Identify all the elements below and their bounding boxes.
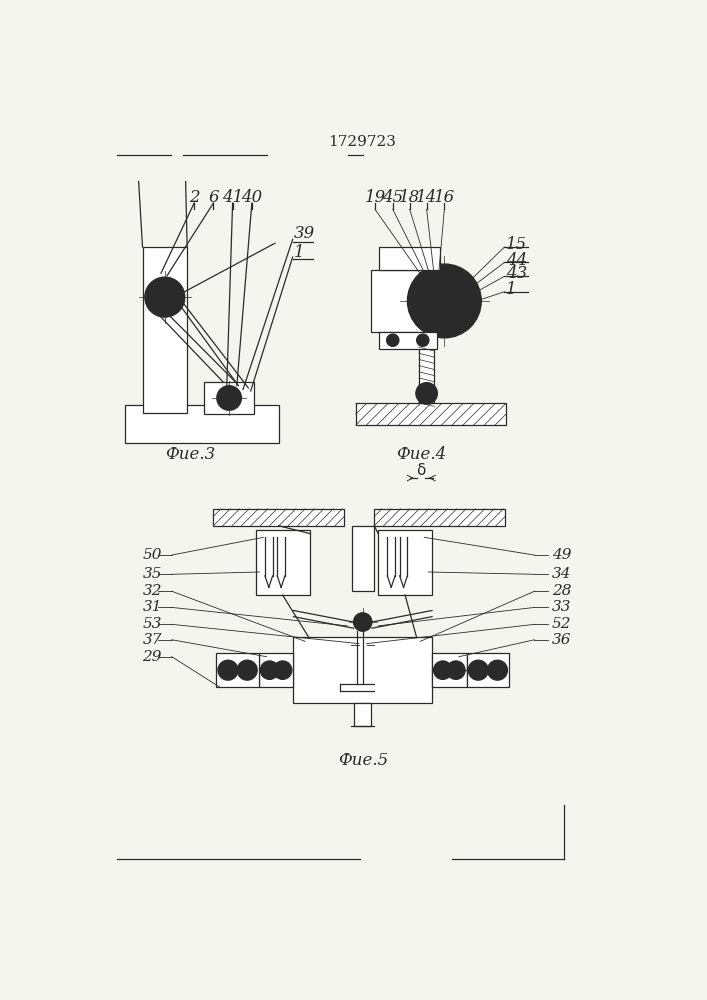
Circle shape bbox=[428, 284, 461, 318]
Text: Фие.5: Фие.5 bbox=[338, 752, 388, 769]
Circle shape bbox=[155, 287, 175, 307]
Text: 52: 52 bbox=[552, 617, 572, 631]
Bar bbox=[256, 530, 310, 595]
Text: 31: 31 bbox=[143, 600, 162, 614]
Text: 28: 28 bbox=[552, 584, 572, 598]
Text: 32: 32 bbox=[143, 584, 162, 598]
Bar bbox=[378, 530, 432, 595]
Text: 41: 41 bbox=[222, 188, 243, 206]
Circle shape bbox=[407, 264, 481, 338]
Text: 53: 53 bbox=[143, 617, 162, 631]
Bar bbox=[259, 653, 293, 687]
Text: 44: 44 bbox=[506, 252, 527, 269]
Bar bbox=[143, 247, 187, 413]
Bar bbox=[374, 509, 506, 526]
Text: 49: 49 bbox=[552, 548, 572, 562]
Text: 2: 2 bbox=[189, 188, 199, 206]
Bar bbox=[379, 332, 437, 349]
Bar bbox=[432, 653, 467, 687]
Circle shape bbox=[387, 334, 399, 346]
Bar bbox=[467, 653, 509, 687]
Bar bbox=[419, 343, 434, 403]
Circle shape bbox=[354, 613, 372, 631]
Bar bbox=[379, 247, 440, 270]
Text: 16: 16 bbox=[433, 188, 455, 206]
Text: 34: 34 bbox=[552, 567, 572, 581]
Circle shape bbox=[260, 661, 279, 679]
Bar bbox=[371, 270, 448, 332]
Bar bbox=[354, 703, 371, 726]
Bar bbox=[352, 526, 373, 591]
Text: 14: 14 bbox=[416, 188, 437, 206]
Text: 19: 19 bbox=[364, 188, 385, 206]
Circle shape bbox=[416, 383, 438, 404]
Circle shape bbox=[487, 660, 508, 680]
Text: 29: 29 bbox=[143, 650, 162, 664]
Bar bbox=[293, 637, 432, 703]
Text: 36: 36 bbox=[552, 633, 572, 647]
Text: 50: 50 bbox=[143, 548, 162, 562]
Circle shape bbox=[218, 660, 238, 680]
Text: 1729723: 1729723 bbox=[328, 135, 397, 149]
Circle shape bbox=[433, 661, 452, 679]
Text: 1: 1 bbox=[294, 244, 305, 261]
Bar bbox=[216, 653, 259, 687]
Text: 1: 1 bbox=[506, 281, 517, 298]
Circle shape bbox=[468, 660, 489, 680]
Text: 33: 33 bbox=[552, 600, 572, 614]
Circle shape bbox=[447, 661, 465, 679]
Text: 40: 40 bbox=[241, 188, 262, 206]
Text: 43: 43 bbox=[506, 265, 527, 282]
Bar bbox=[125, 405, 279, 443]
Text: δ: δ bbox=[416, 463, 426, 478]
Circle shape bbox=[238, 660, 257, 680]
Bar bbox=[204, 382, 254, 414]
Text: 6: 6 bbox=[208, 188, 218, 206]
Circle shape bbox=[225, 393, 234, 403]
Circle shape bbox=[145, 277, 185, 317]
Circle shape bbox=[274, 661, 292, 679]
Text: 15: 15 bbox=[506, 236, 527, 253]
Text: Фие.3: Фие.3 bbox=[165, 446, 216, 463]
Text: 45: 45 bbox=[382, 188, 404, 206]
Text: Фие.4: Фие.4 bbox=[396, 446, 446, 463]
Text: 35: 35 bbox=[143, 567, 162, 581]
Circle shape bbox=[217, 386, 242, 410]
Text: 39: 39 bbox=[294, 225, 315, 242]
Circle shape bbox=[416, 334, 429, 346]
Bar bbox=[356, 403, 506, 425]
Text: 18: 18 bbox=[399, 188, 421, 206]
Text: 37: 37 bbox=[143, 633, 162, 647]
Bar bbox=[214, 509, 344, 526]
